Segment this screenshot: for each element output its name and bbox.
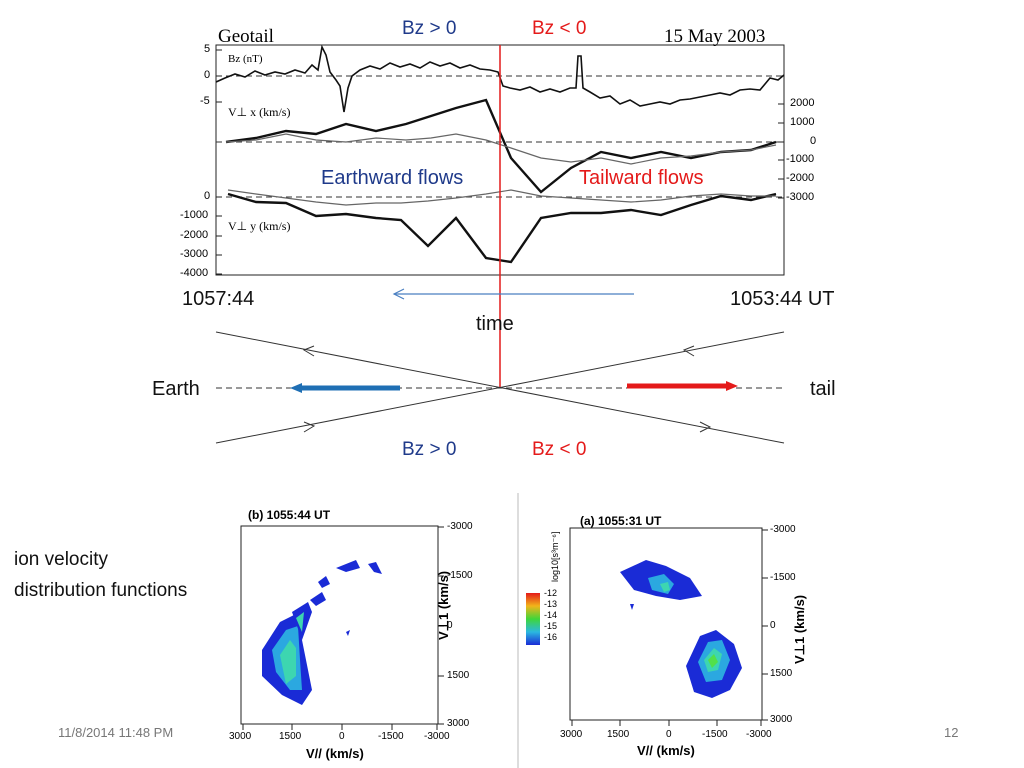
vdf-b-xtick: 1500 <box>279 731 302 742</box>
vdf-a-contours <box>620 560 742 698</box>
vdf-caption-line2: distribution functions <box>14 580 188 601</box>
bz-positive-top: Bz > 0 <box>402 18 457 39</box>
tail-label: tail <box>810 378 836 400</box>
event-date: 15 May 2003 <box>664 26 766 47</box>
right-time-label: 1053:44 UT <box>730 288 835 310</box>
vdf-b-ylabel: V⊥1 (km/s) <box>436 570 451 640</box>
vdf-a-ytick: 1500 <box>770 668 793 679</box>
bz-tick: 5 <box>204 43 211 55</box>
bz-tick: 0 <box>204 69 211 81</box>
vdf-a-title: (a) 1055:31 UT <box>580 514 662 528</box>
colorbar-tick: -12 <box>544 588 558 598</box>
spacecraft-name: Geotail <box>218 26 274 47</box>
vdf-a-xtick: -3000 <box>746 729 772 740</box>
vdf-a-colorbar-label: log10[s³m⁻⁶] <box>550 531 560 582</box>
bz-negative-top: Bz < 0 <box>532 18 587 39</box>
footer-datetime: 11/8/2014 11:48 PM <box>58 725 174 740</box>
vdf-b-ytick: -1500 <box>447 570 473 581</box>
tailward-flows-label: Tailward flows <box>579 167 704 189</box>
vy-tick: -1000 <box>180 209 209 221</box>
vx-tick: -1000 <box>786 153 815 165</box>
vy-panel-label: V⊥ y (km/s) <box>228 219 291 233</box>
vdf-caption-line1: ion velocity <box>14 549 108 570</box>
vdf-b-xtick: -1500 <box>378 731 404 742</box>
vdf-a-xlabel: V// (km/s) <box>637 743 695 758</box>
vdf-b-title: (b) 1055:44 UT <box>248 508 331 522</box>
vdf-b-contours <box>262 560 382 705</box>
vy-trace-thin <box>227 189 776 206</box>
vy-tick: 0 <box>204 190 211 202</box>
colorbar-tick: -16 <box>544 632 558 642</box>
earthward-arrow-head <box>290 383 302 393</box>
vdf-b-ytick: 1500 <box>447 670 470 681</box>
vdf-a-xtick: 1500 <box>607 729 630 740</box>
colorbar-tick: -15 <box>544 621 558 631</box>
vdf-a-xtick: 3000 <box>560 729 583 740</box>
tailward-arrow-head <box>726 381 738 391</box>
left-time-label: 1057:44 <box>182 288 255 310</box>
left-ticks <box>216 49 222 275</box>
vdf-b-ticks <box>242 526 444 730</box>
colorbar <box>526 593 540 645</box>
colorbar-tick: -13 <box>544 599 558 609</box>
vdf-b-ytick: 3000 <box>447 718 470 729</box>
vx-tick: 0 <box>810 135 817 147</box>
colorbar-tick: -14 <box>544 610 558 620</box>
earth-label: Earth <box>152 378 200 400</box>
vdf-a-ylabel: V⊥1 (km/s) <box>792 594 807 664</box>
vx-tick: -3000 <box>786 191 815 203</box>
footer-page-number: 12 <box>944 725 959 740</box>
time-arrow-head <box>392 288 405 300</box>
vdf-b-xtick: 3000 <box>229 731 252 742</box>
vdf-b-xtick: -3000 <box>424 731 450 742</box>
vx-tick: -2000 <box>786 172 815 184</box>
earthward-flows-label: Earthward flows <box>321 167 464 189</box>
vx-tick: 2000 <box>790 97 815 109</box>
bz-negative-bottom: Bz < 0 <box>532 439 587 460</box>
vdf-a-ytick: -1500 <box>770 572 796 583</box>
vdf-b-ytick: -3000 <box>447 521 473 532</box>
vdf-a-xtick: 0 <box>666 729 672 740</box>
vx-trace-thick <box>225 98 777 194</box>
vdf-a-ticks <box>571 529 768 726</box>
vy-tick: -4000 <box>180 267 209 279</box>
vx-panel-label: V⊥ x (km/s) <box>228 105 291 119</box>
vy-trace-thick <box>227 192 777 264</box>
time-axis-label: time <box>476 313 514 335</box>
vdf-a-xtick: -1500 <box>702 729 728 740</box>
vdf-a-ytick: -3000 <box>770 524 796 535</box>
vdf-a-frame <box>569 527 763 721</box>
vdf-b-ytick: 0 <box>447 620 453 631</box>
vx-trace-thin <box>225 133 777 165</box>
vx-tick: 1000 <box>790 116 815 128</box>
vdf-b-xlabel: V// (km/s) <box>306 746 364 761</box>
bz-tick: -5 <box>200 95 210 107</box>
vdf-a-ytick: 3000 <box>770 714 793 725</box>
vdf-b-xtick: 0 <box>339 731 345 742</box>
bz-positive-bottom: Bz > 0 <box>402 439 457 460</box>
vy-tick: -3000 <box>180 248 209 260</box>
bz-trace <box>215 44 785 113</box>
right-ticks <box>778 103 784 199</box>
bz-panel-label: Bz (nT) <box>228 53 263 65</box>
field-line-chevrons <box>302 345 712 433</box>
vdf-a-ytick: 0 <box>770 620 776 631</box>
vy-tick: -2000 <box>180 229 209 241</box>
vdf-b-frame <box>240 525 439 725</box>
